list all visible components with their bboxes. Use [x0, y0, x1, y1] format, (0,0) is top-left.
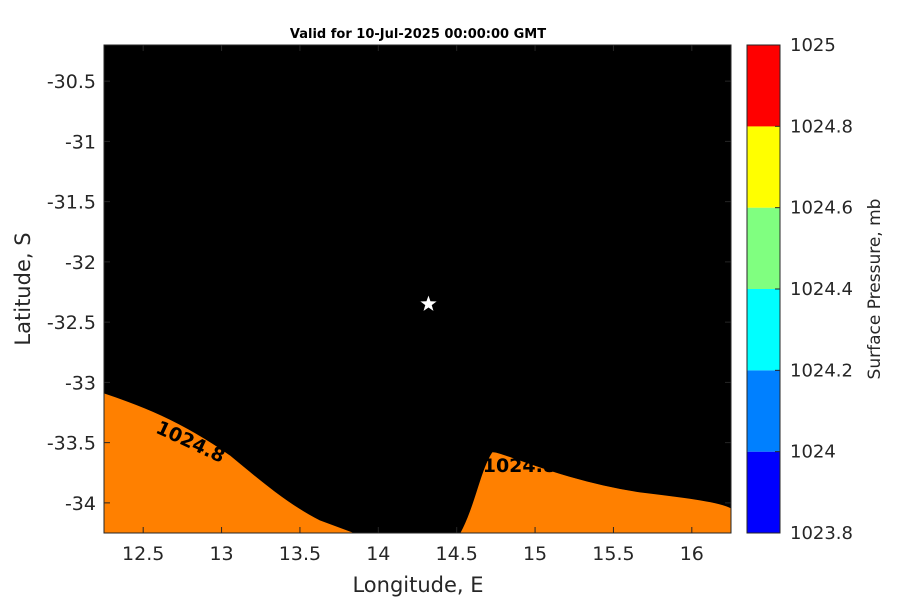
site-marker-group: Benthic Solutions South Africa HF Site1 — [224, 292, 649, 331]
y-tick-label: -33 — [65, 372, 96, 394]
colorbar-tick-label: 1024.6 — [790, 198, 853, 219]
y-tick-label: -30.5 — [47, 71, 96, 93]
site-star-icon — [417, 292, 440, 314]
colorbar-band — [747, 370, 780, 452]
colorbar-band — [747, 451, 780, 533]
y-tick-label: -32 — [65, 252, 96, 274]
colorbar-tick-label: 1025 — [790, 35, 836, 56]
x-tick-label: 14 — [366, 543, 390, 565]
y-tick-label: -31.5 — [47, 192, 96, 214]
x-tick-label: 12.5 — [122, 543, 164, 565]
colorbar-band — [747, 207, 780, 289]
colorbar: 1023.8 1024 1024.2 1024.4 1024.6 1024.8 1025 — [746, 35, 853, 544]
colorbar-band — [747, 126, 780, 208]
contour-label: 1024 — [445, 260, 500, 287]
x-tick-label: 13.5 — [279, 543, 321, 565]
colorbar-tick-label: 1024.8 — [790, 116, 853, 137]
band-1024.6-island — [181, 368, 306, 417]
colorbar-label: Surface Pressure, mb — [865, 199, 885, 380]
contour-label: 1024.6 — [444, 365, 517, 387]
x-axis-label: Longitude, E — [352, 573, 483, 597]
band-1024-top — [519, 45, 731, 86]
colorbar-tick-label: 1024.2 — [790, 360, 853, 381]
colorbar-band — [747, 289, 780, 371]
y-tick-label: -31 — [65, 131, 96, 153]
plot-area-frame — [103, 44, 732, 534]
colorbar-tick-label: 1023.8 — [790, 523, 853, 544]
y-axis-label: Latitude, S — [11, 232, 35, 345]
y-tick-label: -32.5 — [47, 312, 96, 334]
contour-1023.8-closed — [447, 219, 531, 239]
colorbar-band-top — [747, 45, 780, 127]
x-axis-ticks: 12.5 13 13.5 14 14.5 15 15.5 16 — [122, 45, 704, 565]
y-tick-label: -34 — [65, 493, 96, 515]
x-tick-label: 16 — [680, 543, 704, 565]
site-label: Benthic Solutions South Africa HF Site1 — [224, 309, 649, 331]
colorbar-tick-label: 1024.4 — [790, 279, 853, 300]
x-tick-label: 15 — [523, 543, 547, 565]
y-tick-label: -33.5 — [47, 433, 96, 455]
x-tick-label: 15.5 — [592, 543, 634, 565]
contour-fill — [104, 45, 731, 533]
contour-label: 1024.8 — [483, 455, 556, 477]
x-tick-label: 13 — [209, 543, 233, 565]
y-axis-ticks: -30.5 -31 -31.5 -32 -32.5 -33 -33.5 -34 — [47, 71, 731, 515]
chart-title: Valid for 10-Jul-2025 00:00:00 GMT — [290, 27, 546, 42]
x-tick-label: 14.5 — [436, 543, 478, 565]
colorbar-tick-label: 1024 — [790, 442, 836, 463]
